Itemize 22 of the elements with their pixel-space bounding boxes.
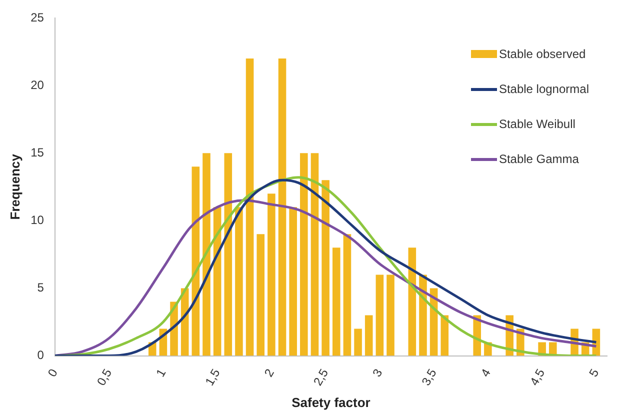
legend-label: Stable observed <box>498 47 586 61</box>
legend-label: Stable Gamma <box>498 152 579 166</box>
x-axis-title: Safety factor <box>292 394 370 410</box>
x-tick-label: 5 <box>586 366 602 380</box>
y-tick-label: 25 <box>30 10 44 24</box>
x-tick-label: 3,5 <box>418 366 440 388</box>
x-tick-label: 3 <box>370 366 386 380</box>
x-tick-label: 4,5 <box>527 366 548 388</box>
legend-label: Stable lognormal <box>498 82 589 96</box>
x-tick-label: 1 <box>153 366 169 380</box>
y-axis-title: Frequency <box>7 153 22 220</box>
x-tick-label: 2,5 <box>310 366 332 388</box>
x-tick-label: 4 <box>478 366 494 380</box>
y-tick-label: 0 <box>37 348 44 362</box>
y-tick-label: 10 <box>30 212 44 227</box>
legend-label: Stable Weibull <box>498 117 576 131</box>
y-tick-label: 5 <box>37 280 44 295</box>
y-tick-label: 20 <box>30 78 44 92</box>
x-tick-label: 0,5 <box>94 366 115 388</box>
y-tick-label: 15 <box>30 145 44 160</box>
x-tick-label: 2 <box>261 366 278 380</box>
x-tick-label: 1,5 <box>202 366 223 388</box>
